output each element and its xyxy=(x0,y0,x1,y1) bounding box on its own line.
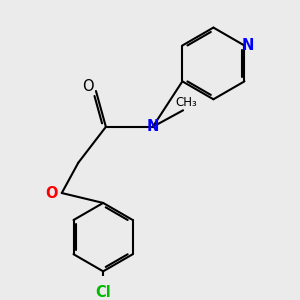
Text: O: O xyxy=(46,185,58,200)
Text: CH₃: CH₃ xyxy=(175,95,197,109)
Text: N: N xyxy=(242,38,254,53)
Text: O: O xyxy=(82,79,94,94)
Text: N: N xyxy=(147,119,159,134)
Text: Cl: Cl xyxy=(95,285,111,300)
